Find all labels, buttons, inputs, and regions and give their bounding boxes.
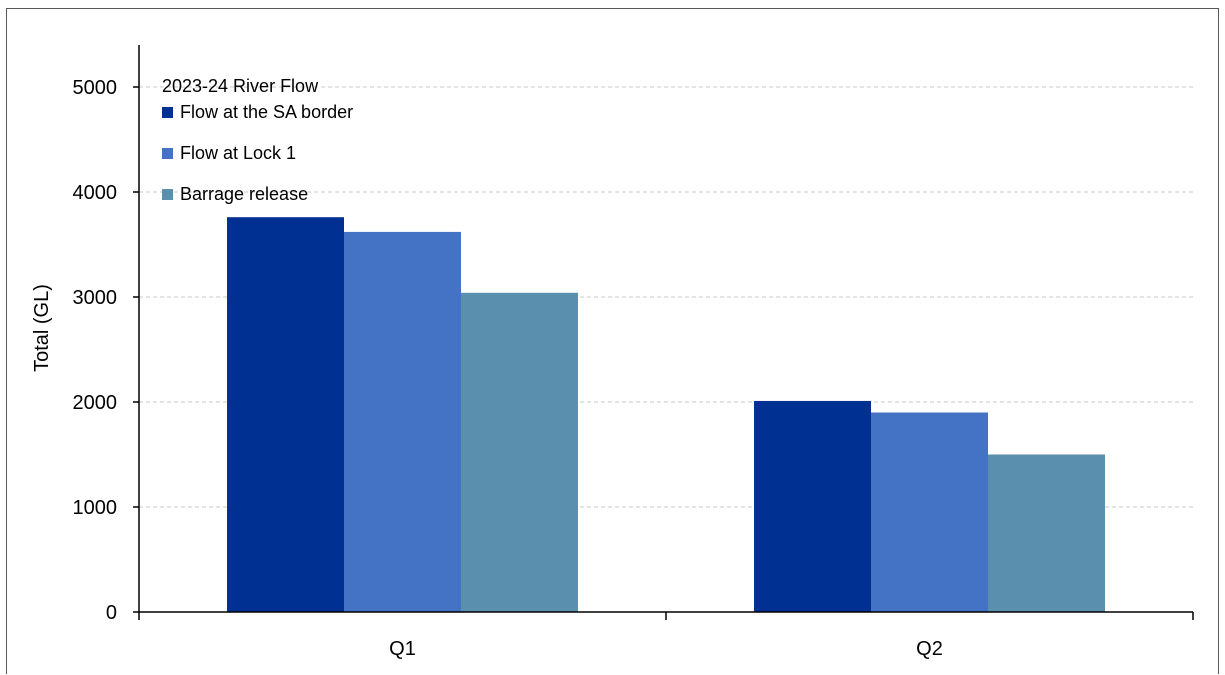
bar (987, 454, 1105, 612)
legend-label: Barrage release (180, 184, 308, 204)
y-ticks: 0 1000 2000 3000 4000 5000 (73, 77, 139, 624)
legend: 2023-24 River Flow Flow at the SA border… (162, 76, 353, 204)
y-tick-label: 0 (106, 602, 117, 624)
y-axis-label: Total (GL) (31, 284, 53, 372)
bar (871, 412, 988, 612)
x-tick-label: Q1 (389, 638, 416, 660)
bars (227, 217, 1105, 612)
y-tick-label: 4000 (73, 182, 118, 204)
legend-title: 2023-24 River Flow (162, 76, 319, 96)
legend-swatch (162, 107, 173, 118)
bar (460, 292, 578, 612)
y-tick-label: 3000 (73, 287, 118, 309)
x-tick-label: Q2 (916, 638, 943, 660)
y-tick-label: 5000 (73, 77, 118, 99)
x-ticks: Q1 Q2 (138, 612, 1194, 660)
legend-label: Flow at Lock 1 (180, 143, 296, 163)
y-tick-label: 1000 (73, 497, 118, 519)
legend-swatch (162, 148, 173, 159)
legend-label: Flow at the SA border (180, 102, 353, 122)
legend-swatch (162, 189, 173, 200)
bar (754, 400, 872, 612)
y-tick-label: 2000 (73, 392, 118, 414)
bar (227, 217, 345, 612)
bar (344, 231, 461, 612)
